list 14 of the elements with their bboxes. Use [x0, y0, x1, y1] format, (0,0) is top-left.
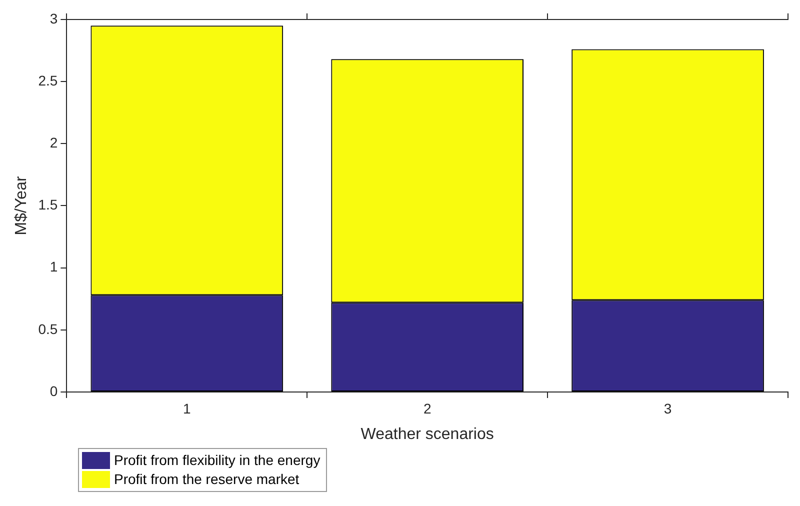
y-tick-label: 1 [50, 258, 58, 275]
legend-label: Profit from the reserve market [114, 470, 300, 489]
x-tick-label: 3 [664, 400, 672, 416]
legend-label: Profit from flexibility in the energy [114, 451, 320, 470]
y-tick-label: 0.5 [38, 320, 58, 337]
y-tick-label: 1.5 [38, 196, 58, 213]
y-axis-title: M$/Year [13, 176, 30, 236]
y-tick-label: 3 [50, 10, 58, 26]
y-tick-label: 0 [50, 382, 58, 399]
y-tick-label: 2 [50, 134, 58, 150]
x-tick-label: 2 [423, 400, 432, 416]
x-axis-title: Weather scenarios [360, 426, 494, 443]
y-tick-label: 2.5 [38, 72, 58, 88]
x-tick-label: 1 [182, 400, 191, 416]
